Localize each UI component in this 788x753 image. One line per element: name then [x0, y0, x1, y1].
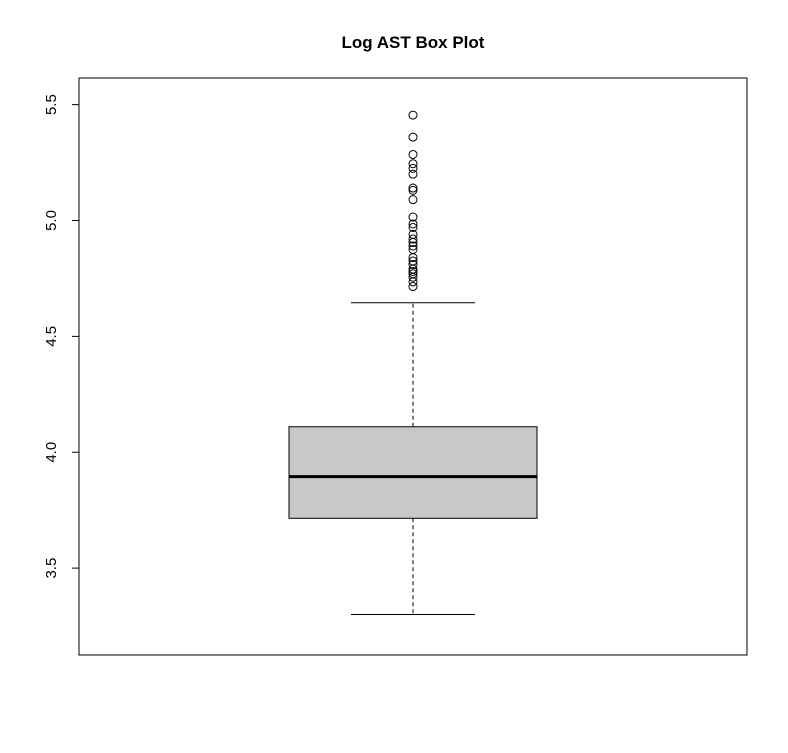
iqr-box [288, 426, 538, 519]
outlier-point [408, 195, 418, 205]
outlier-point [408, 110, 418, 120]
outlier-point [408, 244, 418, 254]
outlier-point [408, 159, 418, 169]
outlier-point [408, 282, 418, 292]
outlier-point [408, 234, 418, 244]
outlier-point [408, 183, 418, 193]
outlier-point [408, 212, 418, 222]
outlier-point [408, 163, 418, 173]
y-axis: 3.5 4.0 4.5 5.0 5.5 [43, 94, 80, 579]
box [288, 302, 538, 615]
outlier-point [408, 229, 418, 239]
outlier-point [408, 185, 418, 195]
outlier-point [408, 241, 418, 251]
outlier-point [408, 219, 418, 229]
outlier-point [408, 256, 418, 266]
outlier-point [408, 132, 418, 142]
y-tick-label: 4.5 [43, 326, 60, 347]
y-tick-label: 5.0 [43, 210, 60, 231]
y-tick-label: 3.5 [43, 558, 60, 579]
chart-title: Log AST Box Plot [342, 33, 485, 52]
outlier-point [408, 277, 418, 287]
outlier-point [408, 149, 418, 159]
y-tick-label: 5.5 [43, 94, 60, 115]
outlier-point [408, 266, 418, 276]
outliers [408, 110, 418, 292]
outlier-point [408, 260, 418, 270]
y-tick-label: 4.0 [43, 442, 60, 463]
outlier-point [408, 222, 418, 232]
outlier-point [408, 269, 418, 279]
outlier-point [408, 169, 418, 179]
